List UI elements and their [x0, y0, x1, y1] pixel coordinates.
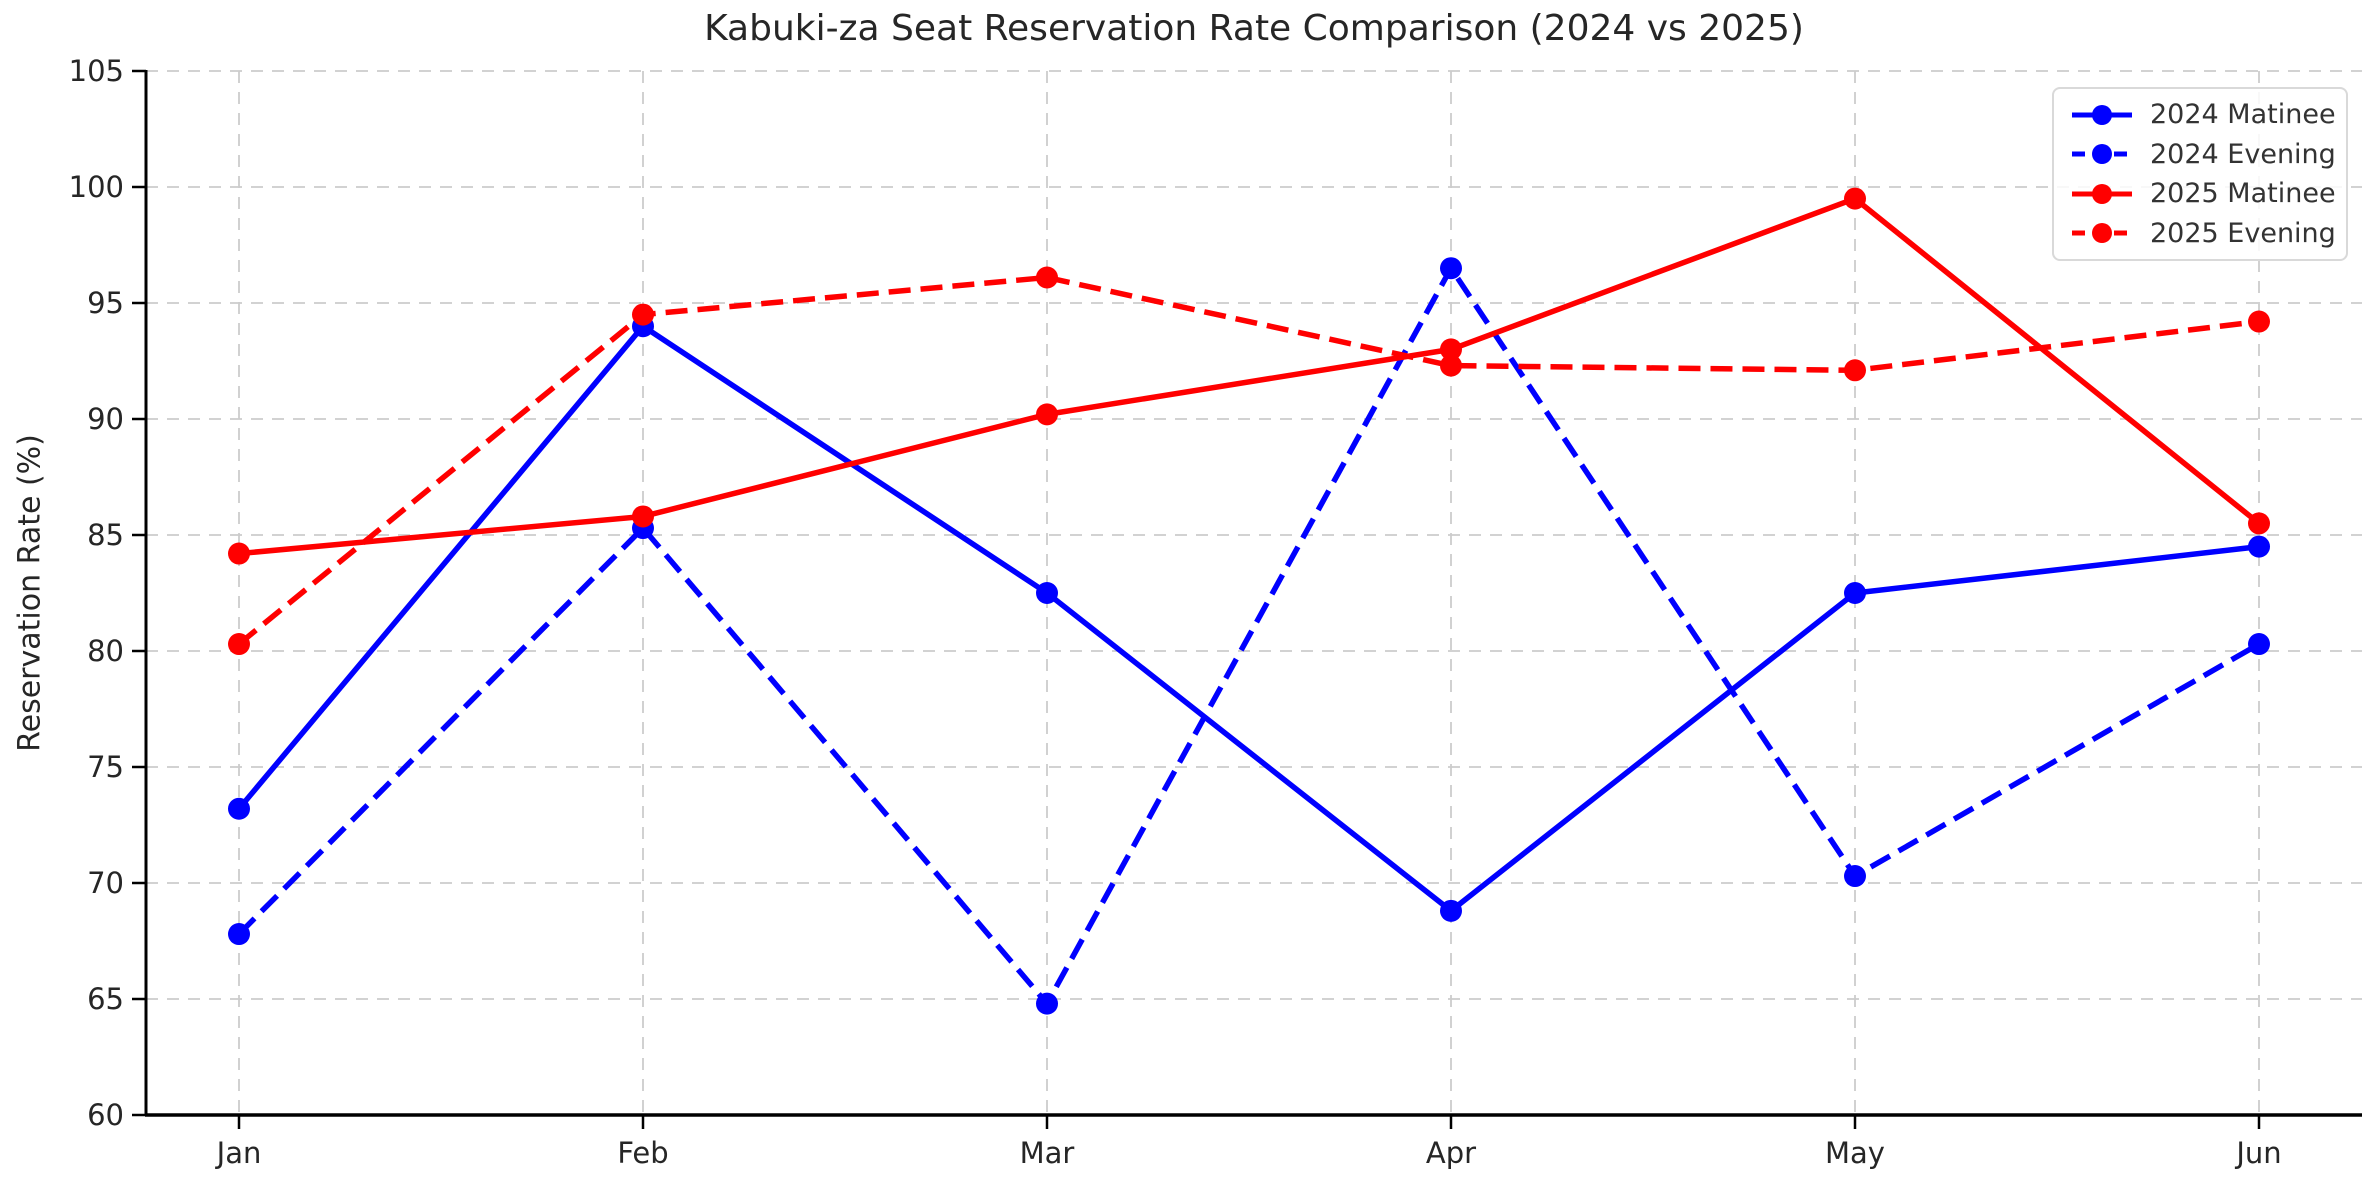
legend-item-2024-evening: 2024 Evening: [2070, 135, 2336, 173]
series-2024-matinee: [228, 315, 2270, 922]
x-tick-label: Jun: [2234, 1136, 2281, 1170]
x-tick-label: Mar: [1020, 1136, 1075, 1170]
y-tick-label: 75: [87, 750, 124, 784]
legend-sample-marker: [2092, 104, 2112, 125]
series-line-2024-matinee: [236, 323, 2260, 914]
y-tick-label: 80: [87, 634, 124, 668]
data-point-2024-evening-jan: [228, 923, 250, 946]
data-point-2025-matinee-feb: [632, 505, 654, 528]
series-2025-evening: [228, 266, 2270, 656]
data-point-2024-evening-may: [1844, 865, 1866, 888]
data-point-2025-evening-mar: [1036, 266, 1058, 289]
y-tick-label: 95: [87, 286, 124, 320]
series-line-2025-matinee: [238, 195, 2261, 557]
series-line-2025-evening: [237, 274, 2260, 647]
data-point-2025-evening-feb: [632, 303, 654, 326]
y-tick-label: 90: [87, 402, 124, 436]
data-point-2024-matinee-may: [1844, 582, 1866, 604]
legend-label: 2024 Matinee: [2150, 99, 2336, 131]
x-tick-label: May: [1825, 1136, 1885, 1170]
data-point-2025-evening-apr: [1440, 354, 1462, 377]
legend-label: 2024 Evening: [2150, 138, 2336, 170]
legend-sample-marker: [2092, 223, 2112, 244]
legend-line-sample-2024-evening: [2072, 144, 2132, 165]
data-point-2025-matinee-mar: [1036, 403, 1058, 426]
chart-title: Kabuki-za Seat Reservation Rate Comparis…: [704, 8, 1804, 49]
y-tick-label: 65: [87, 982, 124, 1016]
y-tick-label: 70: [87, 866, 124, 900]
legend-line-sample-2024-matinee: [2072, 104, 2132, 125]
series-2025-matinee: [228, 187, 2270, 565]
y-tick-label: 105: [69, 54, 124, 88]
x-tick-label: Jan: [215, 1136, 262, 1170]
legend-sample-marker: [2092, 183, 2112, 204]
series-2024-evening: [228, 257, 2270, 1015]
x-tick-label: Feb: [617, 1136, 668, 1170]
y-tick-label: 85: [87, 518, 124, 552]
legend-label: 2025 Matinee: [2150, 178, 2336, 210]
legend-label: 2025 Evening: [2150, 217, 2336, 249]
data-point-2024-evening-jun: [2248, 633, 2270, 656]
data-point-2025-matinee-apr: [1440, 338, 1462, 361]
x-tick-label: Apr: [1426, 1136, 1476, 1170]
data-point-2024-evening-mar: [1036, 992, 1058, 1015]
data-point-2025-matinee-jun: [2248, 512, 2270, 535]
data-point-2025-evening-may: [1844, 359, 1866, 382]
data-point-2025-matinee-may: [1844, 187, 1866, 210]
data-point-2025-evening-jan: [228, 633, 250, 656]
data-point-2024-evening-apr: [1440, 257, 1462, 280]
legend-item-2025-evening: 2025 Evening: [2070, 214, 2336, 252]
data-point-2024-matinee-apr: [1440, 899, 1462, 922]
legend-line-sample-2025-evening: [2072, 223, 2132, 244]
data-point-2024-matinee-jun: [2248, 535, 2270, 558]
series-line-2024-evening: [237, 265, 2261, 1007]
legend-line-sample-2025-matinee: [2072, 183, 2132, 204]
legend-item-2025-matinee: 2025 Matinee: [2070, 175, 2336, 213]
legend: 2024 Matinee 2024 Evening 2025 Matinee 2025…: [2052, 87, 2348, 261]
y-tick-label: 60: [87, 1098, 124, 1132]
data-point-2025-evening-jun: [2248, 310, 2270, 333]
legend-sample-marker: [2092, 144, 2112, 165]
data-point-2024-matinee-jan: [228, 797, 250, 820]
data-point-2025-matinee-jan: [228, 542, 250, 565]
data-point-2024-matinee-mar: [1036, 582, 1058, 604]
legend-item-2024-matinee: 2024 Matinee: [2070, 96, 2336, 134]
y-tick-label: 100: [69, 170, 124, 204]
